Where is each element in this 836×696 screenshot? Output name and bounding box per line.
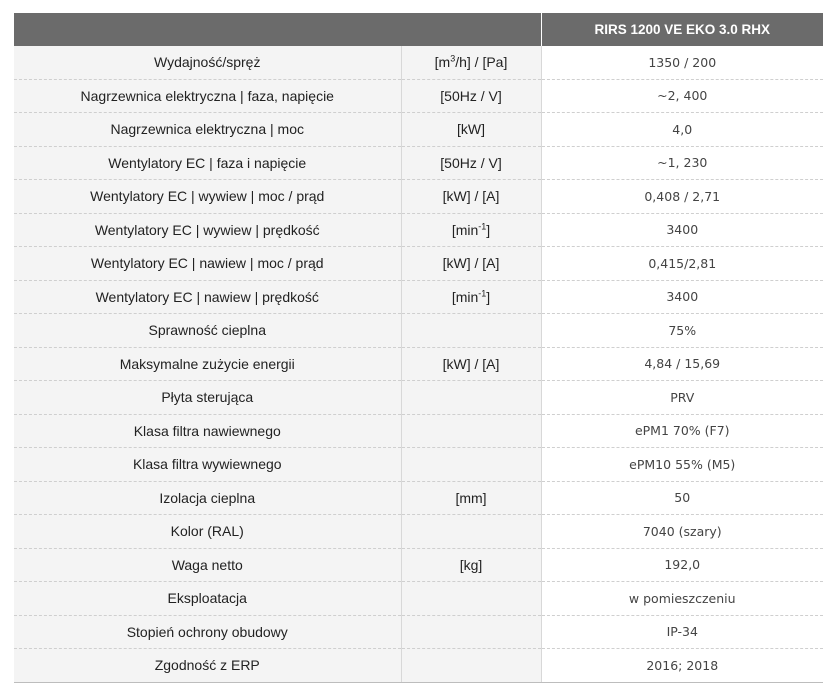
param-name: Wydajność/spręż: [14, 46, 401, 80]
param-unit: [kW] / [A]: [400, 246, 542, 281]
unit-base: [kW]: [457, 121, 485, 138]
table-row: Klasa filtra nawiewnego ePM1 70% (F7): [14, 414, 823, 448]
param-value: 0,415/2,81: [541, 246, 823, 281]
param-name: Nagrzewnica elektryczna | faza, napięcie: [14, 79, 401, 113]
table-row: Nagrzewnica elektryczna | faza, napięcie…: [14, 79, 823, 113]
unit-superscript: -1: [478, 288, 487, 299]
param-name: Sprawność cieplna: [14, 313, 401, 348]
param-name: Eksploatacja: [14, 581, 401, 616]
param-name: Klasa filtra wywiewnego: [14, 447, 401, 482]
table-row: Maksymalne zużycie energii [kW] / [A] 4,84…: [14, 347, 823, 381]
table-row: Stopień ochrony obudowy IP-34: [14, 615, 823, 649]
table-row: Waga netto [kg] 192,0: [14, 548, 823, 582]
param-name: Wentylatory EC | wywiew | prędkość: [14, 213, 401, 247]
param-unit: [400, 380, 542, 415]
unit-base: [kW] / [A]: [442, 355, 500, 372]
param-name: Wentylatory EC | nawiew | moc / prąd: [14, 246, 401, 281]
table-row: Izolacja cieplna [mm] 50: [14, 481, 823, 515]
table-row: Wentylatory EC | nawiew | prędkość [min-1…: [14, 280, 823, 314]
param-unit: [400, 313, 542, 348]
param-name: Waga netto: [14, 548, 401, 582]
param-value: 7040 (szary): [541, 514, 823, 549]
param-unit: [kW] / [A]: [400, 347, 542, 381]
param-value: 4,84 / 15,69: [541, 347, 823, 381]
param-value: 50: [541, 481, 823, 515]
unit-base: [mm]: [455, 489, 487, 506]
param-unit: [mm]: [400, 481, 542, 515]
param-unit: [400, 648, 542, 683]
table-row: Klasa filtra wywiewnego ePM10 55% (M5): [14, 447, 823, 482]
table-row: Nagrzewnica elektryczna | moc [kW] 4,0: [14, 112, 823, 147]
param-unit: [min-1]: [400, 213, 542, 247]
param-value: PRV: [541, 380, 823, 415]
param-value: 2016; 2018: [541, 648, 823, 683]
unit-superscript: 3: [450, 53, 456, 64]
table-row: Wentylatory EC | wywiew | moc / prąd [kW]…: [14, 179, 823, 214]
table-row: Eksploatacja w pomieszczeniu: [14, 581, 823, 616]
param-name: Kolor (RAL): [14, 514, 401, 549]
table-row: Sprawność cieplna 75%: [14, 313, 823, 348]
table-row: Wentylatory EC | faza i napięcie [50Hz / …: [14, 146, 823, 180]
param-unit: [400, 514, 542, 549]
table-row: Wydajność/spręż [m3/h] / [Pa] 1350 / 200: [14, 46, 823, 80]
param-value: ~2, 400: [541, 79, 823, 113]
param-value: 3400: [541, 280, 823, 314]
param-unit: [50Hz / V]: [400, 146, 542, 180]
unit-base: [kg]: [459, 556, 483, 573]
param-name: Maksymalne zużycie energii: [14, 347, 401, 381]
param-value: ~1, 230: [541, 146, 823, 180]
param-name: Wentylatory EC | nawiew | prędkość: [14, 280, 401, 314]
unit-base: [min: [451, 221, 479, 238]
spec-table: RIRS 1200 VE EKO 3.0 RHX Wydajność/spręż…: [14, 13, 823, 683]
param-value: 192,0: [541, 548, 823, 582]
param-unit: [kW]: [400, 112, 542, 147]
param-name: Wentylatory EC | faza i napięcie: [14, 146, 401, 180]
param-unit: [400, 581, 542, 616]
param-value: IP-34: [541, 615, 823, 649]
param-unit: [400, 615, 542, 649]
table-row: Wentylatory EC | wywiew | prędkość [min-1…: [14, 213, 823, 247]
param-value: 0,408 / 2,71: [541, 179, 823, 214]
param-name: Zgodność z ERP: [14, 648, 401, 683]
param-name: Wentylatory EC | wywiew | moc / prąd: [14, 179, 401, 214]
param-name: Izolacja cieplna: [14, 481, 401, 515]
param-unit: [kW] / [A]: [400, 179, 542, 214]
param-value: ePM10 55% (M5): [541, 447, 823, 482]
unit-rest: /h] / [Pa]: [455, 54, 508, 71]
param-unit: [400, 447, 542, 482]
param-name: Stopień ochrony obudowy: [14, 615, 401, 649]
unit-base: [kW] / [A]: [442, 188, 500, 205]
table-row: Płyta sterująca PRV: [14, 380, 823, 415]
unit-base: [50Hz / V]: [440, 87, 502, 104]
param-value: 75%: [541, 313, 823, 348]
table-row: Wentylatory EC | nawiew | moc / prąd [kW]…: [14, 246, 823, 281]
param-value: 4,0: [541, 112, 823, 147]
unit-base: [m: [434, 54, 451, 71]
header-blank-cell: [14, 13, 542, 46]
param-value: 1350 / 200: [541, 46, 823, 80]
unit-rest: ]: [486, 288, 491, 305]
param-unit: [min-1]: [400, 280, 542, 314]
unit-rest: ]: [486, 221, 491, 238]
param-unit: [kg]: [400, 548, 542, 582]
param-unit: [400, 414, 542, 448]
unit-base: [min: [451, 288, 479, 305]
param-name: Nagrzewnica elektryczna | moc: [14, 112, 401, 147]
param-name: Płyta sterująca: [14, 380, 401, 415]
param-unit: [50Hz / V]: [400, 79, 542, 113]
header-product-name: RIRS 1200 VE EKO 3.0 RHX: [541, 13, 823, 46]
param-value: w pomieszczeniu: [541, 581, 823, 616]
param-value: ePM1 70% (F7): [541, 414, 823, 448]
unit-superscript: -1: [478, 221, 487, 232]
param-name: Klasa filtra nawiewnego: [14, 414, 401, 448]
param-value: 3400: [541, 213, 823, 247]
unit-base: [50Hz / V]: [440, 154, 502, 171]
unit-base: [kW] / [A]: [442, 255, 500, 272]
table-row: Zgodność z ERP 2016; 2018: [14, 648, 823, 683]
table-row: Kolor (RAL) 7040 (szary): [14, 514, 823, 549]
param-unit: [m3/h] / [Pa]: [400, 46, 542, 80]
table-header-row: RIRS 1200 VE EKO 3.0 RHX: [14, 13, 823, 46]
